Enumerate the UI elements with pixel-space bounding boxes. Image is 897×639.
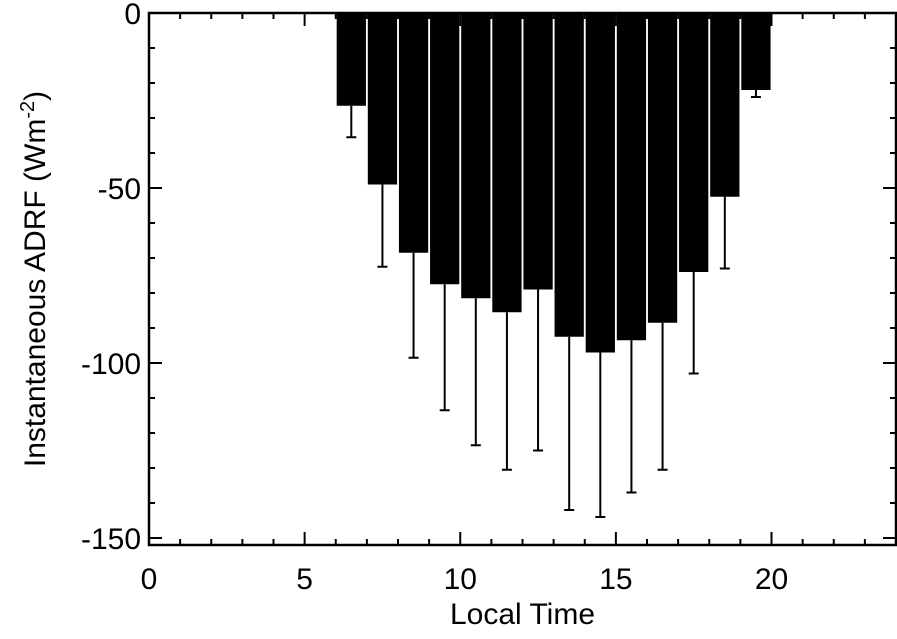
bar	[492, 13, 522, 313]
bar	[430, 13, 460, 285]
plot-area-frame	[147, 11, 897, 547]
x-tick-label: 10	[444, 563, 477, 596]
y-axis-title-suffix: )	[19, 91, 52, 101]
bar	[710, 13, 740, 197]
error-bars	[346, 90, 761, 518]
x-tick-label: 20	[755, 563, 788, 596]
bar	[741, 13, 771, 90]
axis-ticks	[148, 12, 897, 545]
y-axis-title-main: Instantaneous ADRF (Wm	[19, 119, 52, 467]
y-axis-title: Instantaneous ADRF (Wm-2)	[17, 91, 52, 467]
y-tick-label: -100	[81, 348, 141, 381]
bar	[461, 13, 491, 299]
tick-labels: 0 5 10 15 20 0 -50 -100 -150	[81, 0, 788, 596]
bar	[616, 13, 647, 341]
bar	[367, 13, 398, 185]
bar	[398, 13, 429, 253]
bar-series	[336, 13, 771, 353]
bar	[647, 13, 678, 323]
bar	[679, 13, 709, 272]
y-tick-label: 0	[124, 0, 141, 31]
y-axis-title-superscript: -2	[17, 101, 39, 119]
x-tick-label: 15	[599, 563, 632, 596]
x-tick-label: 0	[141, 563, 158, 596]
bar	[523, 13, 553, 290]
bar	[336, 13, 366, 106]
bar	[585, 13, 615, 353]
x-axis-title: Local Time	[450, 598, 595, 631]
y-tick-label: -50	[98, 173, 141, 206]
x-tick-label: 5	[296, 563, 313, 596]
bar	[554, 13, 584, 337]
y-tick-label: -150	[81, 523, 141, 556]
